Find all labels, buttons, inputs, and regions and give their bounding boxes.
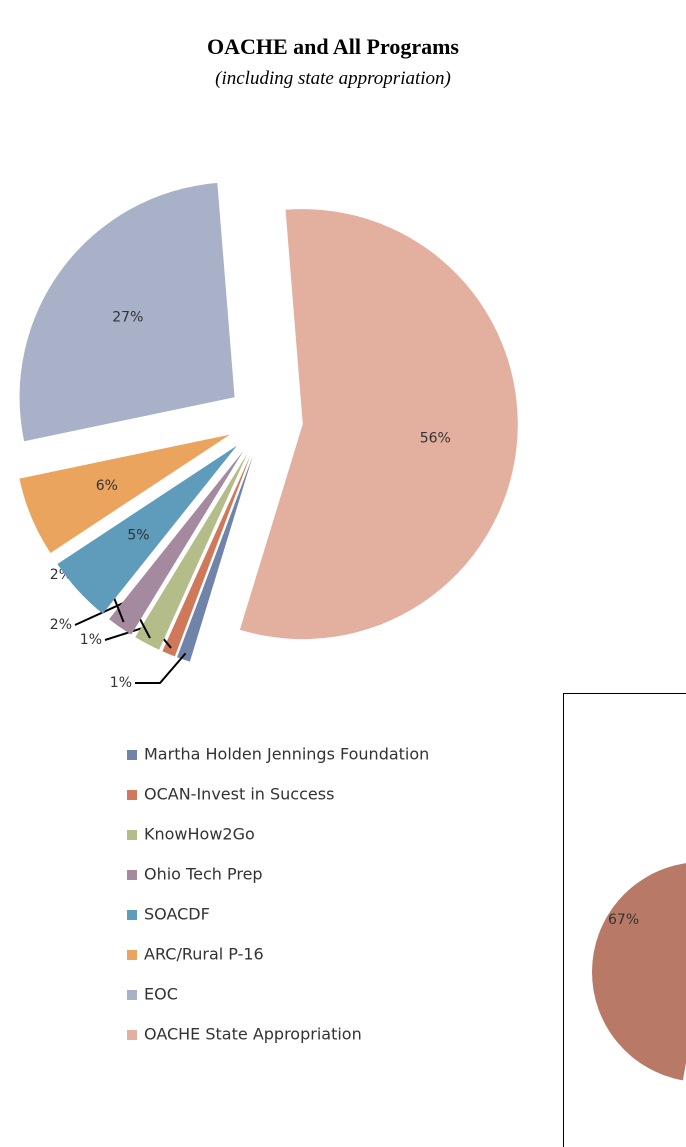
legend-swatch xyxy=(127,790,137,800)
legend-swatch xyxy=(127,990,137,1000)
legend-swatch xyxy=(127,950,137,960)
legend-label: Martha Holden Jennings Foundation xyxy=(144,745,429,764)
data-label: 27% xyxy=(112,309,143,325)
data-label: 5% xyxy=(127,528,149,544)
pie-slice xyxy=(177,455,253,662)
pie-slice xyxy=(239,209,518,640)
chart-title: OACHE and All Programs xyxy=(207,34,459,59)
data-label: 67% xyxy=(608,912,639,928)
pie-slice xyxy=(109,451,244,635)
pie-slice xyxy=(135,453,248,650)
legend-label: Ohio Tech Prep xyxy=(144,865,263,884)
legend-label: OCAN-Invest in Success xyxy=(144,785,334,804)
second-chart: 67% xyxy=(592,863,686,1081)
data-label: 6% xyxy=(96,478,118,494)
legend-label: OACHE State Appropriation xyxy=(144,1025,362,1044)
pie-slice xyxy=(19,434,230,553)
legend-swatch xyxy=(127,750,137,760)
pie-slice xyxy=(57,445,237,614)
data-label: 1% xyxy=(80,632,102,648)
second-chart-frame xyxy=(563,693,686,1147)
legend-label: EOC xyxy=(144,985,178,1004)
legend-swatch xyxy=(127,1030,137,1040)
pie-slice xyxy=(162,455,251,657)
data-label: 1% xyxy=(110,675,132,691)
pie-slice xyxy=(592,863,686,1081)
legend-swatch xyxy=(127,910,137,920)
legend-swatch xyxy=(127,870,137,880)
chart-subtitle: (including state appropriation) xyxy=(215,68,451,89)
legend-label: KnowHow2Go xyxy=(144,825,255,844)
legend-label: ARC/Rural P-16 xyxy=(144,945,264,964)
legend-label: SOACDF xyxy=(144,905,210,924)
legend-swatch xyxy=(127,830,137,840)
data-label: 2% xyxy=(50,617,72,633)
data-label: 56% xyxy=(420,431,451,447)
pie-slice xyxy=(19,182,235,442)
leader-line xyxy=(135,652,187,684)
